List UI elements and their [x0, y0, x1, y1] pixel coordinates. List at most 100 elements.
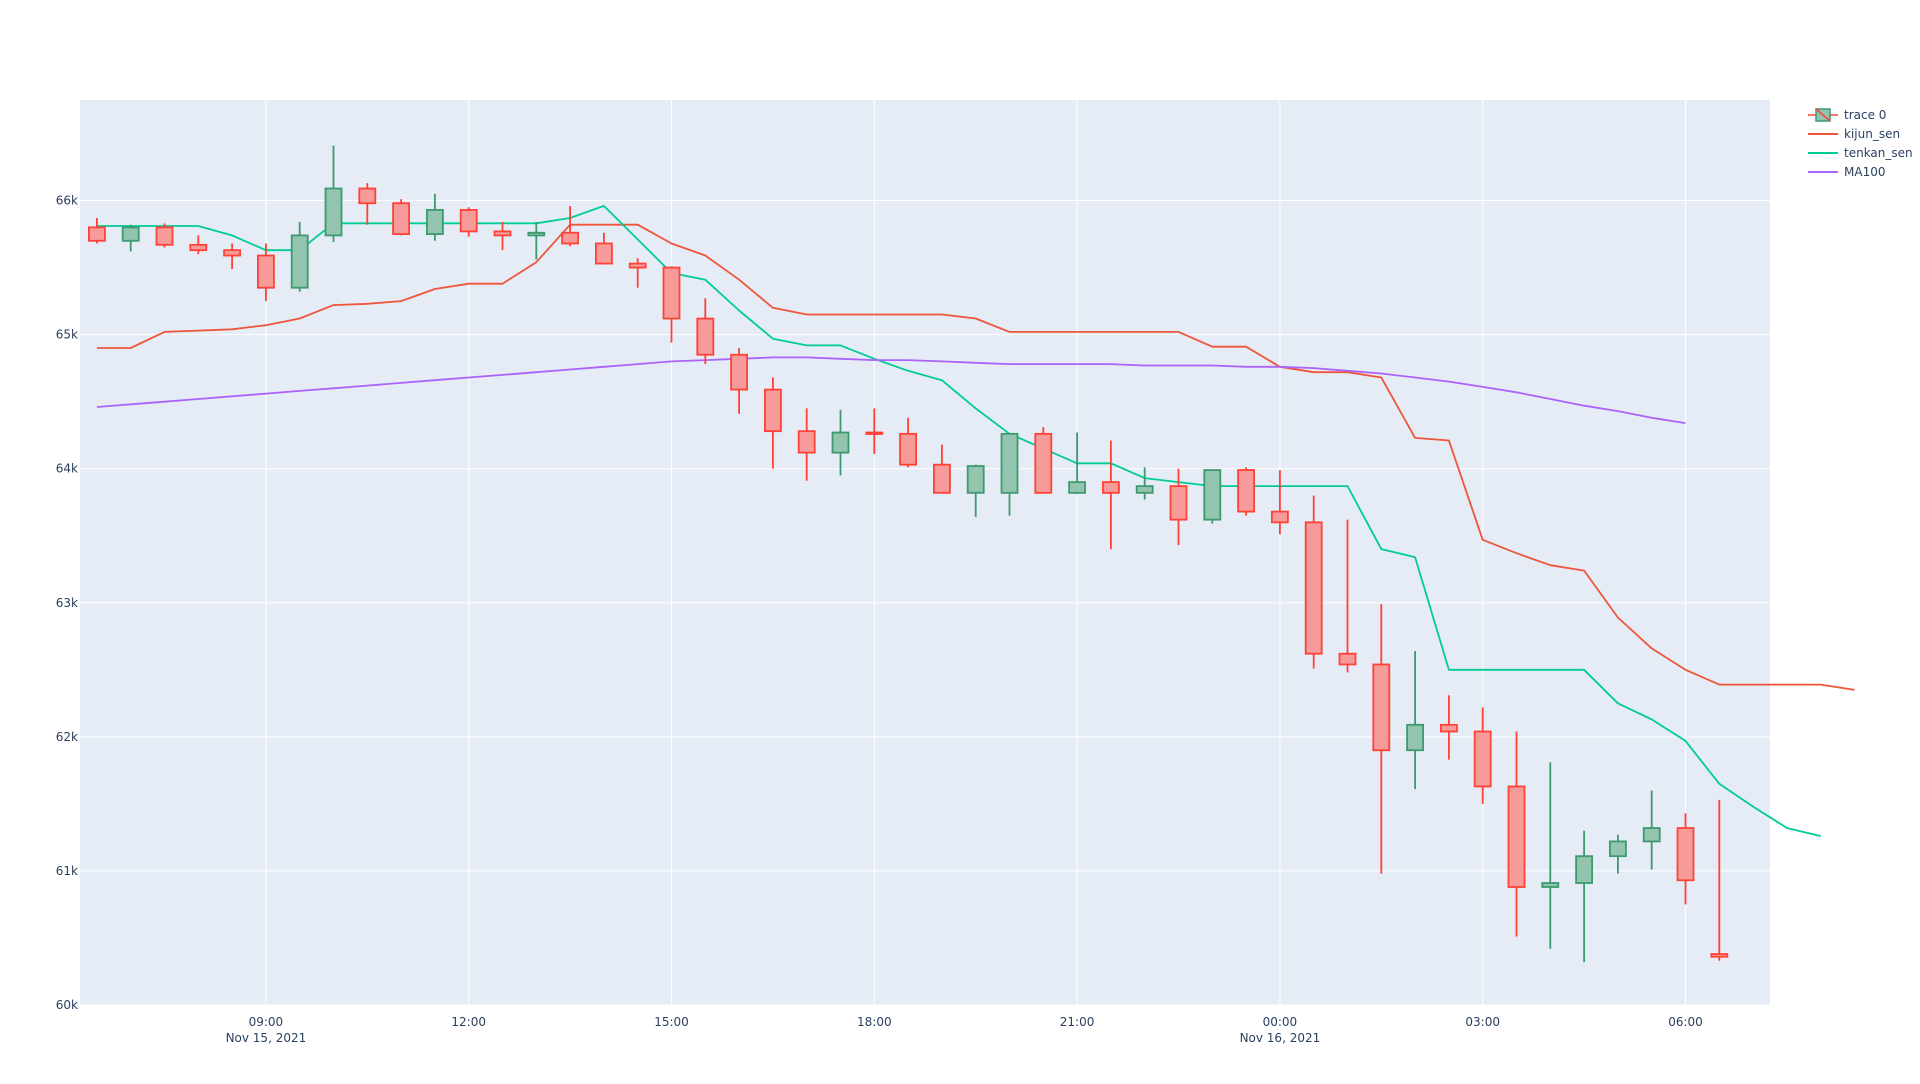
candle-body — [1338, 652, 1357, 666]
candle-increasing — [290, 222, 309, 292]
candle-body — [966, 465, 985, 494]
x-tick-date-label: Nov 16, 2021 — [1240, 1031, 1321, 1045]
candle-decreasing — [155, 223, 174, 248]
candle-body — [324, 187, 343, 237]
candle-decreasing — [1034, 427, 1053, 494]
candle-body — [831, 431, 850, 454]
candle-decreasing — [1440, 695, 1458, 760]
candle-decreasing — [1338, 519, 1357, 673]
candle-body — [865, 431, 884, 435]
candle-decreasing — [764, 377, 782, 469]
candle-decreasing — [223, 243, 242, 269]
candle-body — [1169, 485, 1188, 521]
candles — [88, 145, 1729, 963]
candle-body — [1440, 723, 1458, 733]
candle-decreasing — [189, 235, 208, 255]
candle-body — [1575, 855, 1593, 884]
candle-decreasing — [459, 207, 478, 237]
candle-body — [561, 231, 579, 245]
candle-decreasing — [1473, 707, 1492, 804]
y-tick-label: 62k — [56, 730, 78, 744]
candle-decreasing — [1372, 604, 1391, 874]
candle-body — [527, 231, 546, 237]
indicator-lines — [96, 204, 1855, 837]
legend-item-tenkan-sen[interactable]: tenkan_sen — [1808, 146, 1913, 160]
candle-decreasing — [899, 417, 917, 468]
candle-decreasing — [1102, 440, 1120, 550]
candle-body — [696, 317, 715, 356]
candle-body — [155, 226, 174, 246]
candle-body — [595, 242, 613, 265]
y-tick-label: 64k — [56, 462, 78, 476]
candle-body — [256, 254, 275, 289]
candle-increasing — [1642, 790, 1661, 870]
x-tick-date-label: Nov 15, 2021 — [226, 1031, 307, 1045]
candle-decreasing — [933, 444, 951, 494]
legend[interactable]: trace 0 kijun_sen tenkan_sen MA100 — [1808, 108, 1913, 179]
candle-body — [1609, 840, 1627, 858]
x-tick-label: 18:00 — [857, 1015, 892, 1029]
candle-decreasing — [696, 298, 715, 365]
y-tick-label: 60k — [56, 998, 78, 1012]
candle-decreasing — [1507, 731, 1526, 937]
candle-decreasing — [493, 222, 512, 251]
candle-increasing — [527, 222, 546, 260]
x-tick-label: 06:00 — [1668, 1015, 1703, 1029]
y-tick-label: 65k — [56, 328, 78, 342]
candle-decreasing — [595, 232, 613, 265]
candle-body — [1676, 827, 1695, 882]
candle-body — [425, 209, 444, 235]
legend-item-trace-0[interactable]: trace 0 — [1808, 108, 1886, 122]
legend-label: MA100 — [1844, 165, 1885, 179]
candle-body — [662, 266, 681, 320]
candle-body — [121, 226, 140, 242]
candle-decreasing — [628, 258, 647, 288]
legend-item-ma100[interactable]: MA100 — [1808, 165, 1885, 179]
candle-decreasing — [1304, 495, 1323, 669]
candle-decreasing — [1710, 799, 1729, 961]
candle-body — [1034, 432, 1053, 494]
legend-label: tenkan_sen — [1844, 146, 1913, 160]
candle-body — [1473, 730, 1492, 788]
plot-area — [80, 100, 1770, 1005]
series-line-tenkan-sen — [96, 204, 1821, 837]
candle-body — [628, 262, 647, 269]
legend-item-kijun-sen[interactable]: kijun_sen — [1808, 127, 1900, 141]
candle-body — [1000, 432, 1019, 494]
y-tick-label: 61k — [56, 864, 78, 878]
candle-body — [933, 463, 951, 494]
candle-decreasing — [797, 408, 816, 481]
candle-decreasing — [1237, 467, 1255, 516]
candle-body — [1541, 882, 1560, 888]
candle-body — [392, 202, 411, 235]
series-line-ma100 — [96, 356, 1686, 424]
candle-increasing — [966, 464, 985, 517]
legend-label: kijun_sen — [1844, 127, 1900, 141]
candle-body — [358, 187, 377, 205]
candle-increasing — [831, 409, 850, 476]
candle-body — [1102, 481, 1120, 494]
candle-body — [1710, 953, 1729, 958]
candle-increasing — [1135, 467, 1154, 500]
candle-increasing — [425, 193, 444, 241]
candle-body — [1507, 785, 1526, 888]
candle-body — [764, 388, 782, 433]
candle-body — [1304, 521, 1323, 655]
candle-decreasing — [88, 217, 106, 244]
y-tick-label: 66k — [56, 194, 78, 208]
candle-increasing — [324, 145, 343, 243]
candle-decreasing — [662, 266, 681, 343]
candle-body — [1135, 485, 1154, 494]
candle-body — [1203, 469, 1222, 521]
candle-body — [88, 226, 106, 242]
candle-increasing — [1000, 432, 1019, 516]
candle-body — [189, 243, 208, 252]
candle-body — [899, 432, 917, 466]
candle-decreasing — [730, 348, 748, 414]
candle-decreasing — [561, 205, 579, 247]
x-tick-label: 15:00 — [654, 1015, 689, 1029]
candle-decreasing — [1169, 468, 1188, 546]
candle-increasing — [1541, 762, 1560, 949]
